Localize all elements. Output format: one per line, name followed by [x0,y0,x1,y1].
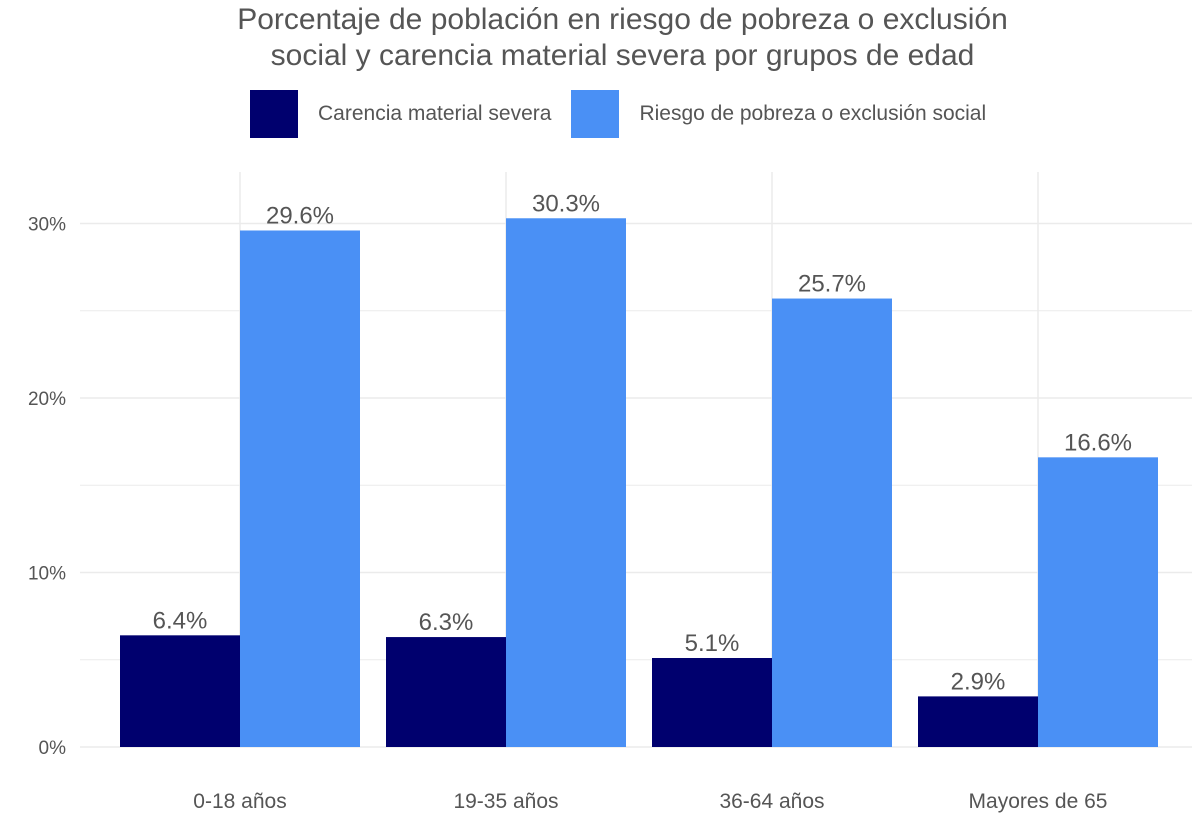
legend-item-carencia: Carencia material severa [250,90,551,138]
x-tick-label: 36-64 años [719,790,824,813]
bar-carencia-3 [918,696,1038,747]
chart-title-line-1: Porcentaje de población en riesgo de pob… [237,3,1008,36]
bar-riesgo-3 [1038,457,1158,747]
legend-swatch-riesgo [571,90,620,138]
bar-riesgo-0 [240,230,360,748]
data-label: 29.6% [266,202,334,229]
y-tick-label: 10% [28,564,66,585]
data-label: 6.3% [419,609,474,636]
data-label: 16.6% [1064,429,1132,456]
legend-item-riesgo: Riesgo de pobreza o exclusión social [571,90,986,138]
x-tick-label: Mayores de 65 [969,790,1108,813]
legend-label-riesgo: Riesgo de pobreza o exclusión social [639,102,987,125]
x-tick-label: 0-18 años [193,790,286,813]
y-tick-label: 30% [28,215,66,236]
chart-title-line-2: social y carencia material severa por gr… [270,39,975,72]
data-label: 30.3% [532,190,600,217]
legend-swatch-carencia [250,90,298,138]
bar-carencia-2 [652,658,772,747]
data-label: 6.4% [153,607,208,634]
y-tick-label: 0% [39,738,67,759]
data-label: 2.9% [951,668,1006,695]
bar-riesgo-2 [772,298,892,747]
y-tick-label: 20% [28,389,66,410]
bar-carencia-0 [120,635,240,747]
x-tick-label: 19-35 años [453,790,558,813]
chart-title: Porcentaje de población en riesgo de pob… [0,2,1200,74]
data-label: 5.1% [685,630,740,657]
bar-carencia-1 [386,637,506,747]
legend: Carencia material severa Riesgo de pobre… [250,90,1006,138]
legend-label-carencia: Carencia material severa [318,102,552,125]
bar-riesgo-1 [506,218,626,747]
data-label: 25.7% [798,271,866,298]
